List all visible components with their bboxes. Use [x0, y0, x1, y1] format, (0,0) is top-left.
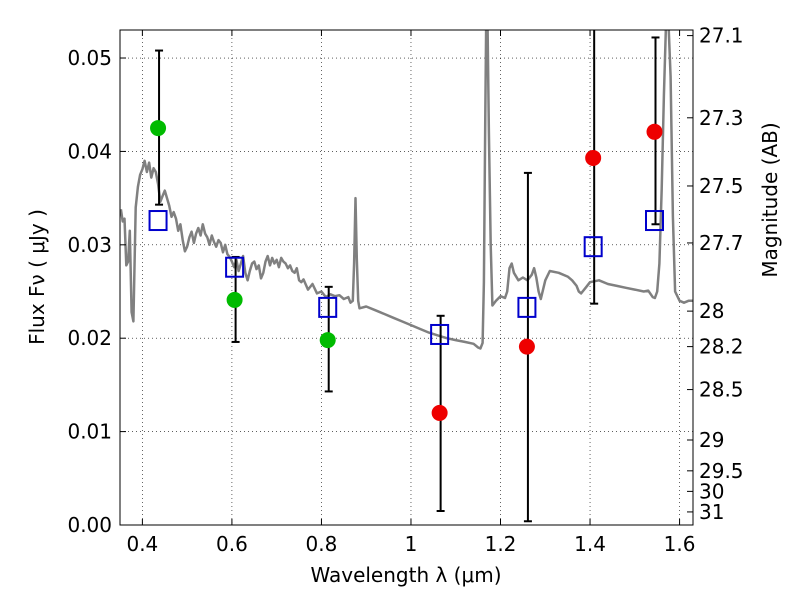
model-point: [583, 236, 603, 258]
x-tick-label: 0.4: [126, 532, 158, 556]
plot-background: [120, 30, 693, 525]
y2-tick-label: 27.5: [699, 174, 744, 198]
x-tick-label: 0.6: [216, 532, 248, 556]
y2-tick-label: 29.5: [699, 459, 744, 483]
y-tick-label: 0.02: [67, 326, 112, 350]
x-tick-label: 0.8: [306, 532, 338, 556]
y-axis-label: Flux Fν ( μJy ): [25, 209, 49, 345]
x-tick-label: 1.4: [574, 532, 606, 556]
grid-lines: [120, 30, 693, 525]
x-axis-ticks: 0.4 0.6 0.8 1 1.2 1.4 1.6: [126, 30, 695, 556]
y-tick-label: 0.05: [67, 46, 112, 70]
y2-tick-label: 27.7: [699, 231, 744, 255]
y-tick-label: 0.03: [67, 233, 112, 257]
observed-point: [150, 120, 167, 137]
y2-tick-label: 29: [699, 428, 724, 452]
observed-point: [431, 404, 448, 421]
y2-tick-label: 31: [699, 500, 724, 524]
x-tick-label: 1.6: [664, 532, 696, 556]
x-tick-label: 1: [405, 532, 418, 556]
model-point: [318, 296, 338, 318]
model-point: [517, 296, 537, 318]
y2-tick-label: 27.3: [699, 106, 744, 130]
model-point: [225, 256, 245, 278]
model-points: [148, 210, 665, 345]
model-point: [645, 210, 665, 232]
sed-curve: [120, 30, 693, 350]
y2-tick-label: 28.2: [699, 335, 744, 359]
y2-tick-label: 30: [699, 479, 724, 503]
model-point: [430, 323, 450, 345]
y-tick-label: 0.01: [67, 420, 112, 444]
sed-curve-path: [120, 30, 693, 350]
observed-point: [585, 149, 602, 166]
y2-axis-label: Magnitude (AB): [758, 122, 782, 277]
model-point: [148, 210, 168, 232]
observed-points: [150, 120, 663, 421]
plot-frame: [119, 29, 694, 526]
y-axis-ticks: 0.00 0.01 0.02 0.03 0.04 0.05: [67, 46, 126, 537]
y-tick-label: 0.00: [67, 513, 112, 537]
x-axis-label: Wavelength λ (μm): [310, 563, 501, 587]
observed-point: [646, 123, 663, 140]
observed-point: [518, 338, 535, 355]
y-tick-label: 0.04: [67, 139, 112, 163]
y2-tick-label: 28.5: [699, 378, 744, 402]
x-tick-label: 1.2: [485, 532, 517, 556]
observed-point: [226, 291, 243, 308]
y2-tick-label: 27.1: [699, 24, 744, 48]
observed-point: [319, 332, 336, 349]
y2-tick-label: 28: [699, 299, 724, 323]
